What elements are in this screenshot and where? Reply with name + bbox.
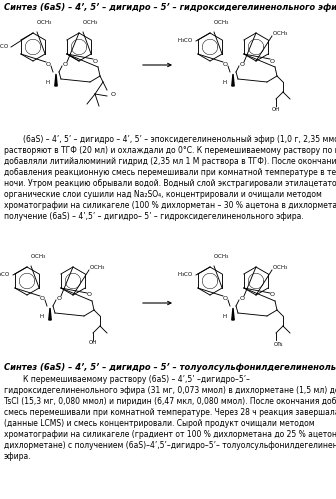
Text: хроматографии на силикагеле (100 % дихлорметан – 30 % ацетона в дихлорметане) с: хроматографии на силикагеле (100 % дихло…	[4, 201, 336, 210]
Text: O: O	[222, 295, 227, 300]
Polygon shape	[55, 74, 57, 86]
Polygon shape	[49, 308, 51, 320]
Text: H: H	[40, 313, 44, 318]
Text: O: O	[45, 61, 50, 66]
Text: хроматографии на силикагеле (градиент от 100 % дихлорметана до 25 % ацетона в: хроматографии на силикагеле (градиент от…	[4, 430, 336, 439]
Text: O: O	[111, 91, 116, 96]
Text: H: H	[223, 79, 227, 84]
Text: смесь перемешивали при комнатной температуре. Через 28 ч реакция завершалась: смесь перемешивали при комнатной темпера…	[4, 408, 336, 417]
Text: ночи. Утром реакцию обрывали водой. Водный слой экстрагировали этилацетатом. Все: ночи. Утром реакцию обрывали водой. Водн…	[4, 179, 336, 188]
Text: OCH$_3$: OCH$_3$	[30, 252, 46, 261]
Text: OCH$_3$: OCH$_3$	[82, 18, 98, 27]
Text: TsCl (15,3 мг, 0,080 ммол) и пиридин (6,47 мкл, 0,080 ммол). После окончания доб: TsCl (15,3 мг, 0,080 ммол) и пиридин (6,…	[4, 397, 336, 406]
Text: Синтез (6aS) – 4’, 5’ – дигидро – 5’ – толуолсульфонилдегелиненольного эфира: Синтез (6aS) – 4’, 5’ – дигидро – 5’ – т…	[4, 363, 336, 372]
Text: растворяют в ТГФ (20 мл) и охлаждали до 0°С. К перемешиваемому раствору по капля: растворяют в ТГФ (20 мл) и охлаждали до …	[4, 146, 336, 155]
Text: (6aS) – 4’, 5’ – дигидро – 4’, 5’ – эпоксидегелиненольный эфир (1,0 г, 2,35 ммол: (6aS) – 4’, 5’ – дигидро – 4’, 5’ – эпок…	[4, 135, 336, 144]
Text: O: O	[269, 58, 275, 63]
Text: добавляли литийалюминий гидрид (2,35 мл 1 М раствора в ТГФ). После окончания: добавляли литийалюминий гидрид (2,35 мл …	[4, 157, 336, 166]
Text: O: O	[62, 61, 68, 66]
Text: OH: OH	[89, 340, 97, 345]
Text: H$_3$CO: H$_3$CO	[177, 270, 194, 279]
Text: эфира.: эфира.	[4, 452, 32, 461]
Text: К перемешиваемому раствору (6aS) – 4’,5’ –дигидро–5’–: К перемешиваемому раствору (6aS) – 4’,5’…	[4, 375, 250, 384]
Text: O: O	[56, 295, 61, 300]
Text: OTs: OTs	[274, 341, 284, 346]
Text: O: O	[240, 61, 245, 66]
Text: OCH$_3$: OCH$_3$	[213, 252, 229, 261]
Text: H: H	[223, 313, 227, 318]
Text: (данные LCMS) и смесь концентрировали. Сырой продукт очищали методом: (данные LCMS) и смесь концентрировали. С…	[4, 419, 314, 428]
Text: дихлорметане) с получением (6aS)–4’,5’–дигидро–5’– толуолсульфонилдегелиненольно: дихлорметане) с получением (6aS)–4’,5’–д…	[4, 441, 336, 450]
Text: O: O	[92, 58, 97, 63]
Text: O: O	[40, 295, 44, 300]
Text: органические слои сушили над Na₂SO₄, концентрировали и очищали методом: органические слои сушили над Na₂SO₄, кон…	[4, 190, 322, 199]
Polygon shape	[232, 308, 234, 320]
Text: O: O	[240, 295, 245, 300]
Text: OCH$_3$: OCH$_3$	[213, 18, 229, 27]
Text: O: O	[222, 61, 227, 66]
Text: O: O	[269, 292, 275, 297]
Text: O: O	[86, 292, 91, 297]
Text: OCH$_3$: OCH$_3$	[36, 18, 52, 27]
Text: H: H	[46, 79, 50, 84]
Polygon shape	[232, 74, 234, 86]
Text: $_3$CO: $_3$CO	[0, 42, 9, 51]
Text: Синтез (6aS) – 4’, 5’ – дигидро – 5’ – гидроксидегелиненольного эфира: Синтез (6aS) – 4’, 5’ – дигидро – 5’ – г…	[4, 3, 336, 12]
Text: гидроксидегелиненольного эфира (31 мг, 0,073 ммол) в дихлорметане (1,5 мл) добав: гидроксидегелиненольного эфира (31 мг, 0…	[4, 386, 336, 395]
Text: OCH$_3$: OCH$_3$	[272, 263, 289, 272]
Text: OH: OH	[272, 106, 280, 111]
Text: получение (6aS) – 4’,5’ – дигидро– 5’ – гидроксидегелиненольного эфира.: получение (6aS) – 4’,5’ – дигидро– 5’ – …	[4, 212, 304, 221]
Text: добавления реакционную смесь перемешивали при комнатной температуре в течение: добавления реакционную смесь перемешивал…	[4, 168, 336, 177]
Text: OCH$_3$: OCH$_3$	[272, 29, 289, 38]
Text: H$_3$CO: H$_3$CO	[177, 36, 194, 45]
Text: H$_3$CO: H$_3$CO	[0, 270, 11, 279]
Text: OCH$_3$: OCH$_3$	[89, 263, 106, 272]
